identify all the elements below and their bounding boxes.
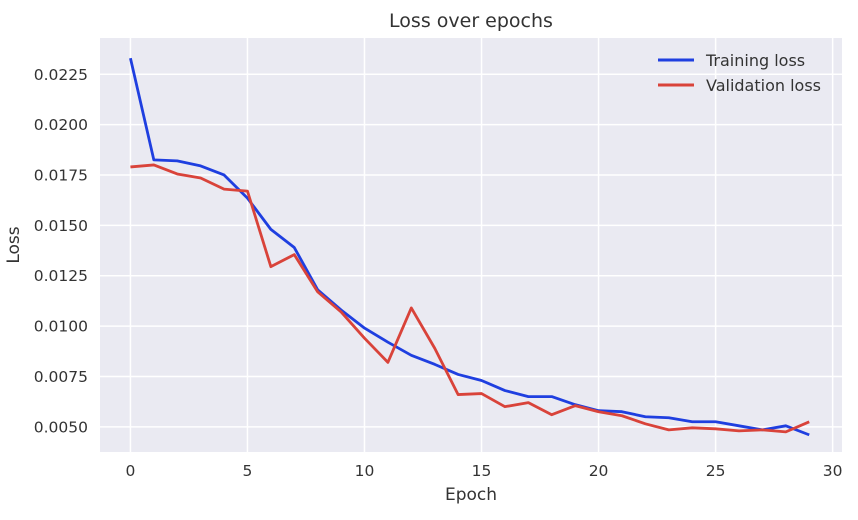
validation-loss-line [130,163,810,434]
x-tick-label: 5 [243,462,253,480]
x-tick-label: 25 [706,462,726,480]
x-tick-label: 0 [125,462,135,480]
y-tick-label: 0.0075 [34,368,88,386]
legend-label-validation: Validation loss [706,76,821,95]
plot-background [100,38,842,452]
x-tick-label: 10 [355,462,375,480]
y-tick-label: 0.0050 [34,418,88,436]
x-axis-label: Epoch [445,485,497,505]
legend-label-training: Training loss [705,51,805,70]
training-loss-line [129,57,810,437]
x-tick-label: 20 [589,462,609,480]
grid-lines [100,38,842,452]
y-tick-label: 0.0175 [34,166,88,184]
chart-title: Loss over epochs [389,10,553,32]
y-tick-label: 0.0100 [34,318,88,336]
tick-labels: 0 5 10 15 20 25 30 0.0050 0.0075 0.0100 0.0125 0.01… [34,66,843,480]
y-tick-label: 0.0125 [34,267,88,285]
y-tick-label: 0.0225 [34,66,88,84]
y-tick-label: 0.0150 [34,217,88,235]
y-axis-label: Loss [4,226,24,263]
series-lines [129,57,810,437]
x-tick-label: 15 [472,462,492,480]
y-tick-label: 0.0200 [34,116,88,134]
legend: Training loss Validation loss [658,51,821,95]
x-tick-label: 30 [823,462,843,480]
